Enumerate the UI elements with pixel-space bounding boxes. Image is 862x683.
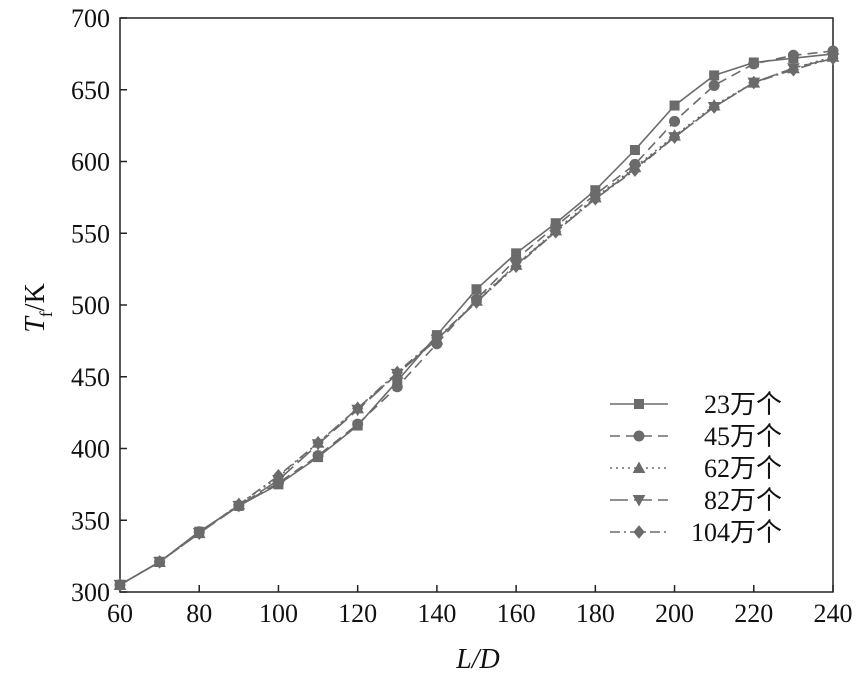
x-tick-label: 100 — [259, 599, 298, 628]
data-point — [153, 555, 166, 569]
data-point — [431, 331, 443, 345]
x-tick-label: 80 — [186, 599, 212, 628]
data-point — [787, 49, 799, 61]
data-point — [629, 163, 641, 177]
data-point — [550, 225, 562, 239]
y-axis-ticks: 300 350 400 450 500 550 600 650 700 — [71, 4, 127, 607]
x-tick-label: 200 — [655, 599, 694, 628]
data-point — [708, 100, 720, 114]
legend-marker — [633, 430, 645, 442]
data-point — [470, 295, 483, 309]
data-point — [352, 401, 364, 416]
data-point — [669, 100, 680, 111]
data-point — [748, 58, 760, 70]
data-point — [352, 418, 364, 430]
legend-item: 45万个 — [610, 422, 782, 451]
data-point — [787, 62, 800, 77]
legend-marker — [633, 525, 645, 539]
x-tick-label: 220 — [734, 599, 773, 628]
data-point — [471, 284, 482, 295]
y-axis-title-main: T — [20, 315, 51, 333]
data-point — [589, 192, 601, 206]
data-point — [312, 435, 324, 450]
x-tick-label: 60 — [107, 599, 133, 628]
y-tick-label: 400 — [71, 435, 110, 464]
legend-marker — [632, 495, 646, 507]
x-tick-label: 240 — [814, 599, 853, 628]
data-point — [827, 51, 839, 65]
x-tick-label: 180 — [576, 599, 615, 628]
legend-label: 82万个 — [704, 486, 782, 515]
series-layer — [113, 45, 840, 592]
y-tick-label: 500 — [71, 291, 110, 320]
data-point — [669, 115, 681, 127]
legend-item: 23万个 — [610, 390, 782, 419]
data-point — [708, 79, 720, 91]
data-point — [193, 526, 205, 540]
y-tick-label: 650 — [71, 76, 110, 105]
data-point — [510, 259, 522, 274]
y-tick-label: 350 — [71, 506, 110, 535]
y-tick-label: 600 — [71, 148, 110, 177]
legend: 23万个 45万个 62万个 82万个 104万个 — [610, 390, 782, 547]
legend-item: 82万个 — [610, 486, 782, 515]
y-tick-label: 300 — [71, 578, 110, 607]
y-axis-title-subscript: f — [36, 311, 56, 317]
x-tick-label: 160 — [497, 599, 536, 628]
legend-marker — [632, 461, 646, 473]
legend-label: 45万个 — [704, 422, 782, 451]
data-point — [391, 365, 403, 380]
x-tick-label: 140 — [417, 599, 456, 628]
x-tick-label: 120 — [338, 599, 377, 628]
y-tick-label: 550 — [71, 219, 110, 248]
data-point — [312, 450, 324, 462]
data-point — [391, 381, 403, 393]
y-axis-title: Tf/K — [20, 283, 56, 333]
y-tick-label: 700 — [71, 4, 110, 33]
data-point — [668, 130, 681, 144]
data-point — [233, 497, 245, 512]
x-axis-title: L/D — [455, 644, 500, 675]
legend-label: 104万个 — [691, 518, 782, 547]
data-point — [709, 70, 720, 81]
legend-item: 62万个 — [610, 454, 782, 483]
y-axis-title-unit: /K — [20, 283, 51, 311]
data-point — [272, 468, 285, 483]
series-5 — [114, 51, 839, 592]
x-axis-ticks: 60 80 100 120 140 160 180 200 220 240 — [107, 585, 853, 628]
svg-text:Tf/K: Tf/K — [20, 283, 56, 333]
y-tick-label: 450 — [71, 363, 110, 392]
data-point — [114, 578, 126, 592]
legend-label: 62万个 — [704, 454, 782, 483]
legend-item: 104万个 — [610, 518, 782, 547]
legend-label: 23万个 — [704, 390, 782, 419]
data-point — [748, 75, 760, 90]
data-point — [629, 145, 640, 156]
legend-marker — [634, 399, 644, 409]
